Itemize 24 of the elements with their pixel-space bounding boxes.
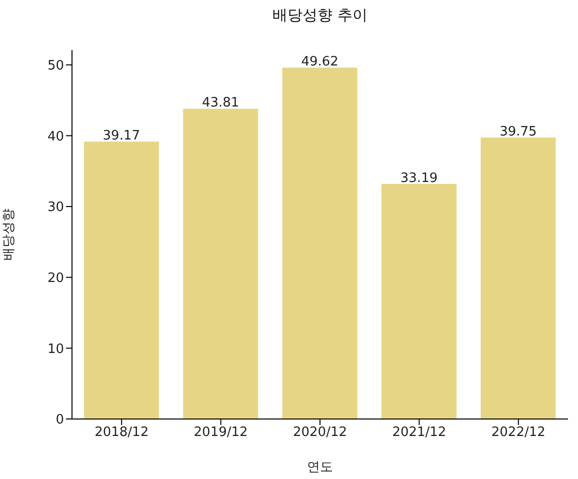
y-tick-label: 30 [47, 200, 64, 216]
bar [282, 68, 358, 419]
data-label: 39.17 [102, 128, 140, 144]
data-label: 43.81 [202, 96, 240, 111]
x-axis-title: 연도 [307, 460, 333, 475]
data-label: 49.62 [301, 54, 338, 70]
y-tick-label: 20 [47, 270, 64, 286]
bar [183, 108, 258, 419]
x-tick-label: 2020/12 [292, 425, 348, 440]
y-tick-label: 40 [47, 129, 64, 144]
y-tick-label: 0 [56, 412, 64, 428]
data-label: 39.75 [500, 124, 537, 140]
x-tick-label: 2021/12 [392, 425, 446, 440]
y-tick-label: 10 [47, 342, 64, 357]
y-axis-title: 배당성향 [2, 208, 17, 260]
x-tick-label: 2018/12 [94, 425, 149, 440]
x-tick-label: 2019/12 [194, 425, 248, 440]
y-tick-label: 50 [47, 58, 64, 74]
bar [84, 142, 159, 419]
bar [480, 137, 556, 419]
bar [382, 184, 457, 419]
data-label: 33.19 [400, 170, 438, 186]
chart-title: 배당성향 추이 [272, 6, 368, 25]
x-tick-label: 2022/12 [491, 425, 546, 440]
